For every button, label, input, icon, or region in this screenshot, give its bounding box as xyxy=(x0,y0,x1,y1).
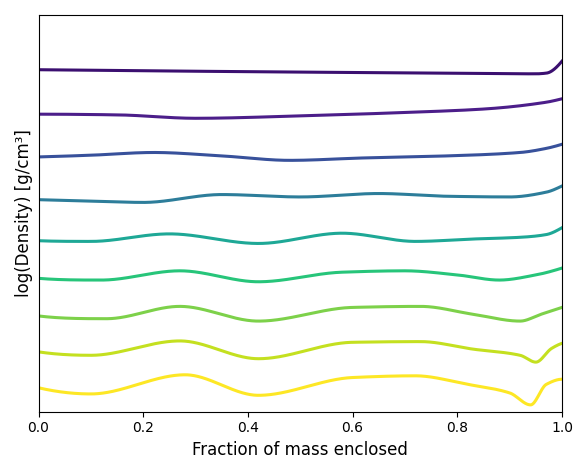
Y-axis label: log(Density) [g/cm³]: log(Density) [g/cm³] xyxy=(15,129,33,297)
X-axis label: Fraction of mass enclosed: Fraction of mass enclosed xyxy=(192,441,408,459)
